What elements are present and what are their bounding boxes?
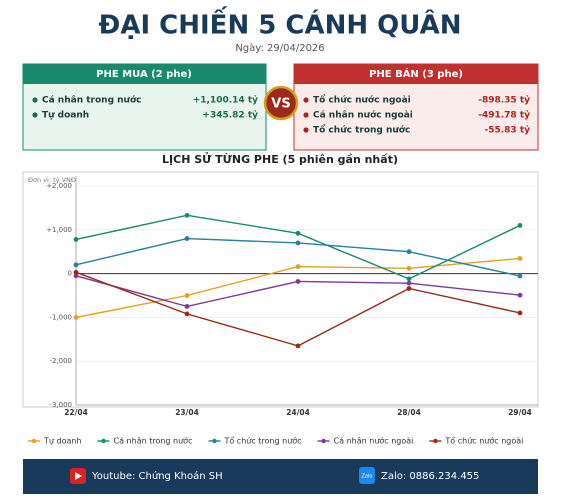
item-value: -898.35 tỷ [478,95,530,106]
unit-label: Đơn vị: tỷ VNĐ [28,175,76,184]
vs-text: VS [271,97,290,112]
buy-title: PHE MUA (2 phe) [96,69,192,80]
legend-dot [31,438,37,444]
x-tick-label: 23/04 [175,408,199,417]
item-value: +1,100.14 tỷ [193,95,258,106]
x-tick-label: 29/04 [508,408,532,417]
point [517,273,523,279]
youtube-play [75,472,82,480]
point [406,280,412,286]
point [295,230,301,236]
buy-header [23,64,266,84]
item-value: +345.82 tỷ [202,110,258,121]
legend-label: Tổ chức nước ngoài [444,436,523,446]
legend-dot [212,438,217,444]
item-label: Cá nhân trong nước [42,95,141,106]
y-tick-label: +2,000 [46,182,72,190]
bullet [303,127,309,133]
y-tick-label: +1,000 [46,226,72,234]
item-label: Tự doanh [42,111,89,121]
point [184,304,190,309]
point [73,237,79,242]
point [406,265,412,271]
point [73,262,79,268]
item-value: -491.78 tỷ [478,110,530,121]
legend-label: Cá nhân trong nước [114,436,193,446]
title: ĐẠI CHIẾN 5 CÁNH QUÂN [99,6,462,41]
bullet [32,97,38,103]
item-label: Tổ chức nước ngoài [313,94,411,106]
point [184,236,190,241]
point [295,264,301,269]
bullet [303,97,309,103]
point [406,276,412,282]
youtube-text: Youtube: Chứng Khoán SH [91,470,223,482]
point [184,212,190,218]
bullet [32,112,38,118]
point [73,273,79,279]
zalo-icon [359,467,375,484]
point [295,343,301,349]
point [295,279,301,284]
bullet [303,112,309,118]
x-tick-label: 22/04 [64,408,88,417]
point [184,311,190,317]
point [406,286,412,291]
sell-header [294,64,538,84]
legend-dot [321,438,326,444]
footer [23,459,538,494]
y-tick-label: -3,000 [49,401,72,409]
point [295,240,301,246]
point [517,223,523,228]
y-tick-label: -2,000 [49,357,72,365]
chart: Cá nhân trong nước +1,100.14 tỷ Tự doanh +3… [28,94,538,447]
zalo-icon-text: Zalo [362,474,373,480]
y-tick-label: -1,000 [49,313,72,321]
legend-dot [433,438,438,444]
x-tick-label: 28/04 [397,408,421,417]
chart-title: LỊCH SỬ TỪNG PHE (5 phiên gần nhất) [162,152,398,166]
point [517,310,523,316]
date: Ngày: 29/04/2026 [235,42,324,54]
chart-frame [22,171,539,408]
item-label: Cá nhân nước ngoài [313,110,413,121]
sell-title: PHE BÁN (3 phe) [369,67,463,80]
legend-label: Tự doanh [43,437,82,447]
vs-badge [263,85,299,121]
point [406,249,412,255]
zalo-text: Zalo: 0886.234.455 [381,471,479,482]
x-tick-label: 24/04 [286,408,310,417]
point [517,292,523,298]
point [184,293,190,298]
point [73,269,79,275]
point [73,315,79,320]
y-tick-label: 0 [68,270,72,278]
item-value: -55.83 tỷ [484,125,530,136]
item-label: Tổ chức trong nước [313,124,410,136]
legend-dot [101,438,106,444]
point [517,256,523,261]
legend-label: Tổ chức trong nước [223,436,301,446]
legend-label: Cá nhân nước ngoài [334,436,414,446]
